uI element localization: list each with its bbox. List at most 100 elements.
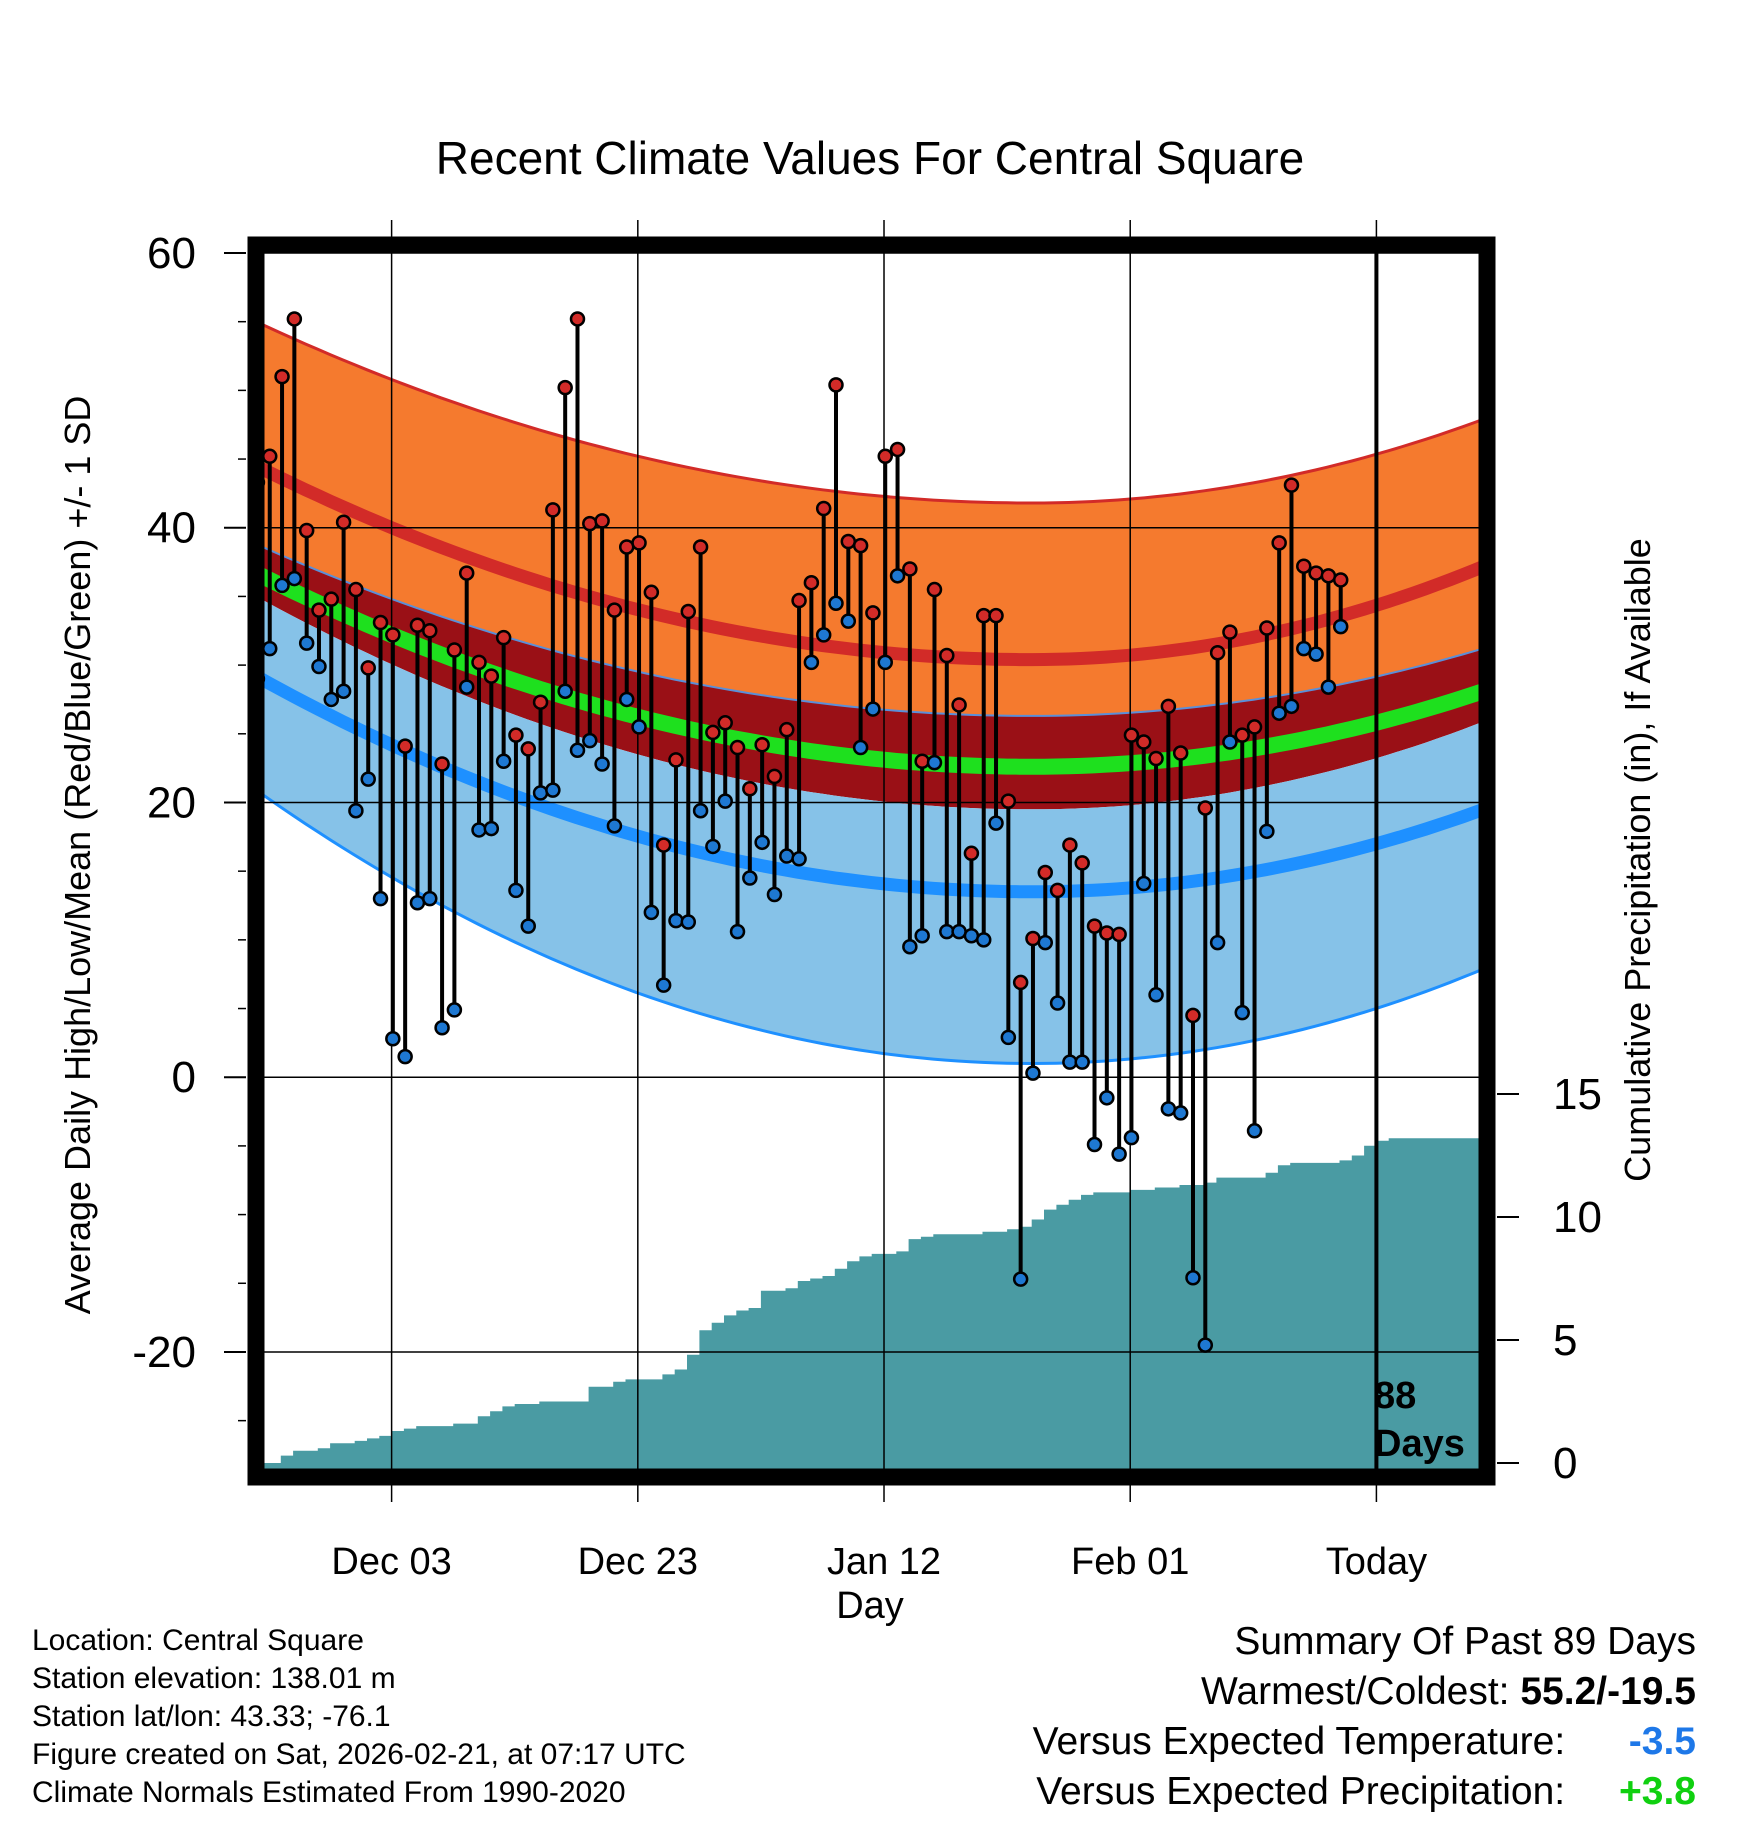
daily-high-dot bbox=[926, 581, 943, 598]
daily-high-dot bbox=[422, 623, 438, 639]
daily-low-dot bbox=[1111, 1146, 1127, 1162]
warmest-label: Warmest/Coldest: bbox=[1201, 1670, 1510, 1713]
mean-sd-band bbox=[256, 544, 1488, 810]
daily-high-dot bbox=[1259, 620, 1275, 636]
daily-low-dot bbox=[1185, 1270, 1201, 1286]
daily-high-dot bbox=[631, 535, 647, 551]
daily-low-dot bbox=[1259, 823, 1275, 840]
daily-range-stems bbox=[255, 318, 1343, 1346]
y2-tick-label: 5 bbox=[1553, 1316, 1577, 1365]
daily-high-dot bbox=[1283, 477, 1300, 493]
daily-high-dot bbox=[1222, 624, 1238, 640]
cumulative-precip-area bbox=[256, 1138, 1488, 1473]
precip-vs-expected-label: Versus Expected Precipitation: bbox=[1036, 1770, 1566, 1813]
x-tick-label: Dec 23 bbox=[578, 1541, 698, 1583]
summary-warmest-row: Warmest/Coldest: 55.2/-19.5 bbox=[1033, 1667, 1696, 1717]
daily-high-dot bbox=[975, 607, 992, 624]
y-tick-label: 20 bbox=[147, 778, 196, 827]
daily-low-dot bbox=[1074, 1054, 1090, 1070]
daily-high-dot bbox=[643, 584, 660, 601]
daily-low-dot bbox=[335, 683, 352, 699]
daily-low-dot bbox=[828, 595, 844, 612]
summary-title: Summary Of Past 89 Days bbox=[1234, 1620, 1696, 1663]
daily-low-dot bbox=[1123, 1129, 1140, 1146]
daily-high-dot bbox=[692, 539, 709, 555]
daily-low-dot bbox=[766, 886, 783, 903]
daily-high-dot bbox=[852, 537, 869, 554]
daily-high-dot bbox=[791, 592, 807, 609]
y2-tick-label: 0 bbox=[1553, 1439, 1577, 1488]
daily-low-dot bbox=[803, 654, 820, 671]
daily-high-dot bbox=[335, 514, 352, 530]
daily-low-dot bbox=[446, 1002, 463, 1018]
daily-low-dot bbox=[1296, 640, 1312, 657]
daily-low-dot bbox=[655, 977, 672, 993]
daily-high-dot bbox=[385, 627, 401, 643]
daily-high-dot bbox=[779, 721, 795, 738]
daily-high-dot bbox=[865, 605, 881, 621]
daily-high-dot bbox=[668, 752, 684, 768]
daily-low-dot bbox=[618, 691, 635, 708]
daily-low-dot bbox=[483, 820, 500, 837]
figure-created: Figure created on Sat, 2026-02-21, at 07… bbox=[32, 1738, 686, 1771]
daily-low-dot bbox=[939, 923, 955, 940]
daily-high-dot bbox=[298, 522, 315, 539]
x-tick-label: Feb 01 bbox=[1071, 1541, 1189, 1583]
daily-high-dot bbox=[1012, 974, 1029, 991]
daily-high-dot bbox=[606, 602, 623, 618]
daily-high-dot bbox=[840, 533, 857, 550]
summary-panel: Summary Of Past 89 Days Warmest/Coldest:… bbox=[1033, 1617, 1696, 1817]
daily-low-dot bbox=[680, 914, 697, 930]
daily-low-dot bbox=[902, 938, 918, 955]
axis-ticks: 60 40 20 0 -20 15 10 5 0 Dec 03 Dec 23 Jan 12 Feb 01… bbox=[132, 220, 1602, 1583]
daily-low-dot bbox=[1209, 934, 1226, 951]
daily-low-dot bbox=[1136, 875, 1152, 892]
summary-precip-row: Versus Expected Precipitation: +3.8 bbox=[1033, 1767, 1696, 1817]
daily-low-dot bbox=[889, 568, 906, 584]
daily-high-dot bbox=[582, 515, 598, 532]
daily-high-dot bbox=[803, 574, 820, 591]
daily-low-dot bbox=[840, 613, 857, 629]
daily-high-dot bbox=[877, 448, 893, 465]
daily-high-dot bbox=[1000, 793, 1017, 809]
daily-low-dot bbox=[963, 927, 980, 944]
daily-low-dot bbox=[274, 577, 290, 594]
daily-high-dot bbox=[729, 739, 746, 756]
y-tick-label: -20 bbox=[132, 1328, 196, 1377]
daily-low-dot bbox=[434, 1020, 450, 1036]
high-upper-line bbox=[255, 320, 1488, 505]
daily-low-dot bbox=[508, 882, 524, 899]
plot-frame bbox=[247, 236, 1496, 1486]
daily-high-dot bbox=[914, 753, 930, 770]
daily-low-dot bbox=[914, 927, 930, 944]
daily-high-dot bbox=[902, 561, 918, 577]
daily-high-dot bbox=[520, 741, 537, 757]
daily-low-dot bbox=[1332, 618, 1349, 635]
daily-low-dot bbox=[1160, 1101, 1177, 1117]
daily-high-dot bbox=[951, 697, 967, 713]
daily-high-dot bbox=[618, 539, 635, 555]
daily-high-dot bbox=[939, 647, 955, 664]
daily-high-dot bbox=[323, 591, 340, 607]
daily-low-dot bbox=[545, 782, 561, 798]
daily-low-dot bbox=[311, 658, 327, 675]
daily-low-dot bbox=[877, 654, 893, 671]
daily-high-dot bbox=[360, 660, 376, 676]
precip-vs-expected-value: +3.8 bbox=[1619, 1770, 1696, 1813]
daily-low-dot bbox=[385, 1031, 401, 1047]
daily-high-dot bbox=[1332, 572, 1349, 588]
daily-high-dot bbox=[742, 780, 758, 797]
daily-low-dot bbox=[1099, 1090, 1115, 1106]
daily-high-dot bbox=[409, 617, 426, 634]
daily-low-dot bbox=[1271, 705, 1287, 721]
daily-low-dot bbox=[1148, 987, 1164, 1003]
daily-high-dot bbox=[594, 513, 610, 529]
climate-normals-note: Climate Normals Estimated From 1990-2020 bbox=[32, 1776, 626, 1809]
daily-low-dot bbox=[422, 890, 438, 907]
station-latlon: Station lat/lon: 43.33; -76.1 bbox=[32, 1700, 391, 1733]
daily-high-dot bbox=[828, 377, 844, 393]
daily-low-dot bbox=[1172, 1105, 1189, 1121]
daily-high-dot bbox=[766, 768, 783, 785]
daily-high-dot bbox=[1185, 1007, 1201, 1024]
daily-high-dot bbox=[1111, 926, 1127, 943]
